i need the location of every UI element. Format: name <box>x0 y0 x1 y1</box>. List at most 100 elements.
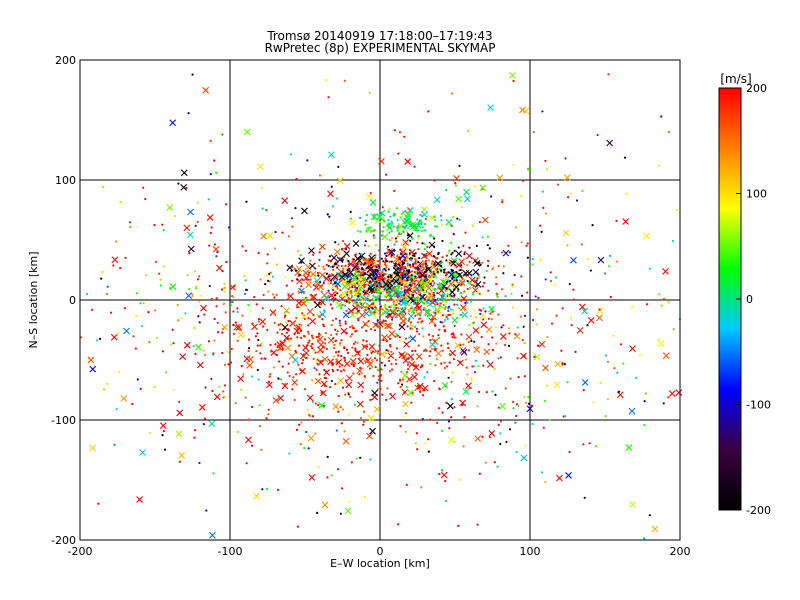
data-point-dot <box>374 270 377 273</box>
data-point-dot <box>447 295 450 298</box>
data-point-x <box>472 327 480 334</box>
data-point-x <box>343 250 350 257</box>
data-point-x <box>345 381 353 389</box>
data-point-dot <box>171 328 174 331</box>
data-point-x <box>419 293 427 301</box>
data-point-dot <box>274 247 277 250</box>
data-point-dot <box>399 216 402 219</box>
data-point-dot <box>385 266 388 269</box>
data-point-dot <box>423 242 426 246</box>
data-point-dot <box>366 289 369 293</box>
data-point-dot <box>221 331 224 334</box>
data-point-dot <box>272 293 275 296</box>
data-point-dot <box>431 288 435 291</box>
data-point-x <box>675 389 683 397</box>
data-point-dot <box>303 446 306 450</box>
data-point-dot <box>265 487 268 491</box>
data-point-dot <box>329 279 333 282</box>
data-point-dot <box>339 512 342 515</box>
data-point-dot <box>541 110 544 113</box>
data-point-x <box>237 331 245 339</box>
data-point-dot <box>213 159 216 162</box>
data-point-dot <box>406 325 409 328</box>
data-point-x <box>319 389 327 397</box>
data-point-dot <box>371 260 374 263</box>
data-point-x <box>448 288 456 296</box>
data-point-dot <box>337 350 340 353</box>
data-point-dot <box>346 280 349 283</box>
data-point-dot <box>347 260 350 263</box>
data-point-dot <box>403 265 407 268</box>
data-point-dot <box>468 323 471 327</box>
data-point-dot <box>564 414 567 418</box>
data-point-dot <box>429 350 432 353</box>
data-point-dot <box>192 345 195 348</box>
data-point-dot <box>422 349 426 353</box>
data-point-dot <box>385 299 388 302</box>
data-point-dot <box>495 283 498 286</box>
data-point-dot <box>352 258 355 261</box>
data-point-dot <box>445 315 448 319</box>
data-point-dot <box>430 347 433 350</box>
data-point-dot <box>245 200 248 203</box>
data-point-x <box>459 399 467 407</box>
data-point-x <box>393 286 401 293</box>
data-point-dot <box>420 222 423 226</box>
data-point-dot <box>426 245 429 249</box>
data-point-dot <box>667 131 671 134</box>
data-point-dot <box>349 217 352 220</box>
data-point-x <box>136 496 143 503</box>
data-point-dot <box>512 163 515 166</box>
data-point-dot <box>96 339 99 342</box>
data-point-dot <box>561 362 564 365</box>
data-point-x <box>309 317 316 325</box>
data-point-x <box>479 184 487 192</box>
data-point-dot <box>216 331 220 334</box>
data-point-x <box>465 269 473 277</box>
data-point-dot <box>258 404 261 407</box>
data-point-dot <box>451 251 454 254</box>
data-point-x <box>309 270 317 278</box>
data-point-dot <box>414 229 417 232</box>
data-point-dot <box>260 186 263 189</box>
data-point-dot <box>459 268 462 272</box>
data-point-dot <box>416 218 419 221</box>
data-point-dot <box>451 276 455 279</box>
data-point-dot <box>368 299 371 302</box>
data-point-dot <box>540 230 543 233</box>
data-point-dot <box>473 185 476 188</box>
data-point-dot <box>355 457 358 460</box>
data-point-dot <box>331 205 335 208</box>
data-point-dot <box>401 262 404 266</box>
data-point-dot <box>388 313 391 316</box>
data-point-dot <box>604 354 607 357</box>
data-point-x <box>449 349 457 357</box>
data-point-x <box>366 266 374 274</box>
data-point-dot <box>404 301 407 305</box>
data-point-dot <box>394 262 397 265</box>
data-point-dot <box>423 284 426 287</box>
data-point-x <box>180 169 188 177</box>
data-point-dot <box>496 295 499 299</box>
data-point-x <box>89 444 96 452</box>
data-point-dot <box>453 406 456 409</box>
data-point-dot <box>472 365 475 368</box>
data-point-dot <box>418 282 421 285</box>
data-point-dot <box>360 282 363 285</box>
data-point-dot <box>193 326 196 330</box>
data-point-dot <box>264 283 267 286</box>
data-point-dot <box>613 367 616 370</box>
data-point-dot <box>414 275 417 278</box>
data-point-dot <box>247 303 250 307</box>
data-point-dot <box>339 342 342 345</box>
data-point-dot <box>260 448 263 451</box>
data-point-dot <box>450 397 453 401</box>
data-point-dot <box>548 418 551 422</box>
data-point-dot <box>412 281 415 284</box>
data-point-dot <box>509 377 512 380</box>
data-point-dot <box>448 361 451 364</box>
data-point-dot <box>487 317 491 320</box>
data-point-dot <box>364 291 367 295</box>
data-point-dot <box>481 261 484 264</box>
data-point-dot <box>355 405 358 408</box>
